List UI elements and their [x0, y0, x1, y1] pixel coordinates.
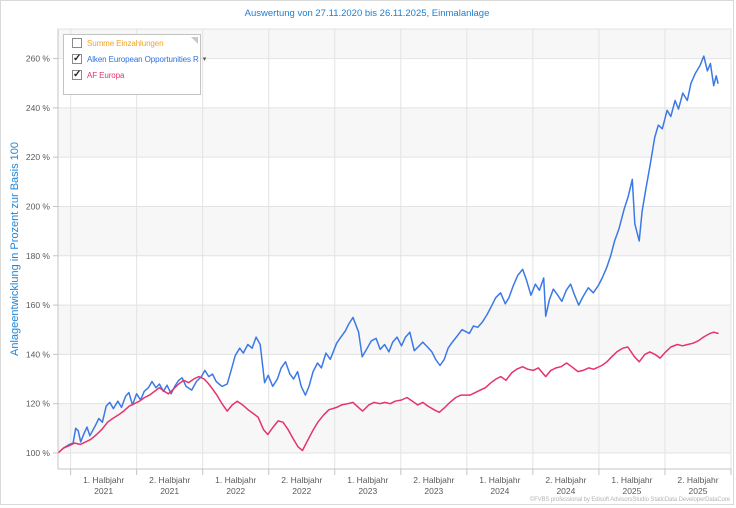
- x-tick-label-year: 2021: [160, 486, 179, 496]
- checkbox-checked-icon[interactable]: [72, 69, 82, 81]
- plot-band: [58, 403, 731, 453]
- checkbox-unchecked-icon[interactable]: [72, 38, 82, 48]
- x-tick-label-year: 2022: [292, 486, 311, 496]
- x-tick-label: 1. Halbjahr: [347, 475, 388, 485]
- x-tick-label: 2. Halbjahr: [149, 475, 190, 485]
- legend-item-af-europa[interactable]: AF Europa: [72, 67, 200, 83]
- legend-resize-grip-icon[interactable]: [191, 37, 198, 44]
- x-tick-label: 2. Halbjahr: [545, 475, 586, 485]
- series-line: [57, 55, 719, 454]
- x-tick-label-year: 2024: [556, 486, 575, 496]
- x-tick-label: 1. Halbjahr: [611, 475, 652, 485]
- x-tick-label: 1. Halbjahr: [479, 475, 520, 485]
- chart-title: Auswertung von 27.11.2020 bis 26.11.2025…: [244, 8, 490, 19]
- legend-label-summe-einzahlungen: Summe Einzahlungen: [87, 38, 164, 48]
- y-tick-label: 240 %: [26, 103, 51, 113]
- legend-label-af-europa: AF Europa: [87, 70, 125, 80]
- legend-item-summe-einzahlungen[interactable]: Summe Einzahlungen: [72, 35, 200, 51]
- x-tick-label-year: 2025: [622, 486, 641, 496]
- plot-band: [58, 206, 731, 256]
- y-tick-label: 260 %: [26, 54, 51, 64]
- y-tick-label: 120 %: [26, 399, 51, 409]
- legend-box: Summe Einzahlungen Alken European Opport…: [63, 34, 201, 95]
- plot-band: [58, 107, 731, 158]
- footer-credit: ©FVBS professional by Edisoft AdvisorsSt…: [529, 497, 730, 503]
- legend-item-alken-european-opportunities[interactable]: Alken European Opportunities R: [72, 51, 200, 67]
- x-tick-label-year: 2022: [226, 486, 245, 496]
- x-tick-label-year: 2025: [689, 486, 708, 496]
- x-tick-label: 1. Halbjahr: [215, 475, 256, 485]
- y-axis-title: Anlageentwicklung in Prozent zur Basis 1…: [9, 141, 21, 357]
- y-tick-label: 180 %: [26, 251, 51, 261]
- series-line: [57, 331, 719, 454]
- x-tick-label: 1. Halbjahr: [83, 475, 124, 485]
- checkbox-checked-icon[interactable]: [72, 53, 82, 65]
- x-tick-label: 2. Halbjahr: [281, 475, 322, 485]
- y-tick-label: 140 %: [26, 349, 51, 359]
- dropdown-caret-icon[interactable]: [203, 55, 207, 63]
- y-tick-label: 200 %: [26, 201, 51, 211]
- x-tick-label-year: 2023: [424, 486, 443, 496]
- legend-label-alken-european-opportunities: Alken European Opportunities R: [87, 54, 199, 64]
- y-tick-label: 220 %: [26, 152, 51, 162]
- y-tick-label: 160 %: [26, 300, 51, 310]
- y-tick-label: 100 %: [26, 448, 51, 458]
- x-tick-label-year: 2024: [490, 486, 509, 496]
- plot-band: [58, 305, 731, 355]
- x-tick-label: 2. Halbjahr: [413, 475, 454, 485]
- x-tick-label-year: 2023: [358, 486, 377, 496]
- x-tick-label: 2. Halbjahr: [677, 475, 718, 485]
- x-tick-label-year: 2021: [94, 486, 113, 496]
